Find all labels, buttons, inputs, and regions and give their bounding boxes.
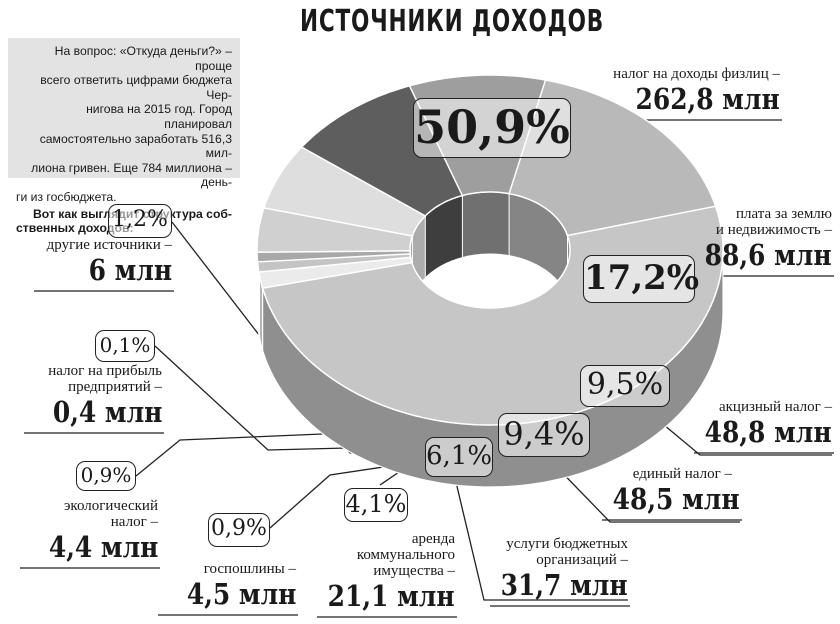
intro-line: На вопрос: «Откуда деньги?» – проще xyxy=(54,44,232,73)
slice-label: другие источники – xyxy=(47,237,172,253)
slice-label-line: госпошлины – xyxy=(203,561,296,577)
slice-label-line: другие источники – xyxy=(46,237,172,253)
slice-value: 21,1 млн xyxy=(328,579,455,613)
slice-label: налог на прибыль предприятий – xyxy=(48,363,162,395)
slice-label-line: услуги бюджетных xyxy=(506,536,628,552)
slice-label: акцизный налог – xyxy=(719,399,832,415)
slice-label: плата за землю и недвижимость – xyxy=(716,206,832,238)
slice-value: 0,4 млн xyxy=(52,395,162,429)
slice-value: 4,5 млн xyxy=(186,577,296,611)
slice-label-line: единый налог – xyxy=(632,466,732,482)
slice-label-line: предприятий – xyxy=(68,379,162,395)
slice-label: единый налог – xyxy=(633,466,732,482)
slice-value: 6 млн xyxy=(88,253,172,287)
percent-badge: 17,2% xyxy=(583,255,699,303)
slice-label-line: плата за землю xyxy=(735,206,832,222)
intro-line: самостоятельно заработать 516,3 мил- xyxy=(39,131,232,161)
slice-label-line: организаций – xyxy=(536,552,628,568)
percent-badge: 4,1% xyxy=(344,488,408,522)
percent-badge: 6,1% xyxy=(425,437,493,477)
slice-label-line: экологический xyxy=(63,498,158,514)
slice-label-line: аренда xyxy=(411,531,455,547)
chart-title: ИСТОЧНИКИ ДОХОДОВ xyxy=(300,4,605,39)
percent-badge: 9,5% xyxy=(580,365,670,407)
slice-label: аренда коммунального имущества – xyxy=(357,531,455,579)
intro-line: ги из госбюджета. xyxy=(16,189,117,204)
intro-line: нигова на 2015 год. Город планировал xyxy=(86,102,232,131)
percent-badge: 0,9% xyxy=(208,513,270,547)
slice-label-line: налог на прибыль xyxy=(48,363,162,379)
slice-label: экологический налог – xyxy=(64,498,158,530)
slice-label-line: и недвижимость – xyxy=(715,222,832,238)
slice-value: 48,8 млн xyxy=(705,415,832,449)
percent-badge: 0,1% xyxy=(95,330,155,362)
slice-label: налог на доходы физлиц – xyxy=(613,66,780,82)
intro-bold-line: ственных доходов: xyxy=(16,221,134,236)
slice-top-face xyxy=(258,256,413,289)
slice-label-line: акцизный налог – xyxy=(718,399,832,415)
slice-value: 31,7 млн xyxy=(501,568,628,602)
percent-badge: 1,2% xyxy=(108,204,172,238)
slice-label-line: налог – xyxy=(110,514,158,530)
slice-label-line: имущества – xyxy=(373,563,455,579)
slice-label-line: налог на доходы физлиц – xyxy=(613,66,780,82)
slice-label: услуги бюджетных организаций – xyxy=(506,536,628,568)
percent-badge: 50,9% xyxy=(413,98,571,158)
slice-inner-wall xyxy=(460,191,510,259)
slice-value: 88,6 млн xyxy=(705,238,832,272)
leader-line xyxy=(454,477,628,601)
slice-value: 48,5 млн xyxy=(613,482,740,516)
slice-value: 262,8 млн xyxy=(635,82,780,116)
intro-line: лиона гривен. Еще 784 миллиона – день- xyxy=(31,160,232,190)
slice-value: 4,4 млн xyxy=(48,530,158,564)
slice-label-line: коммунального xyxy=(356,547,455,563)
slice-label: госпошлины – xyxy=(204,561,296,577)
percent-badge: 9,4% xyxy=(498,413,590,457)
percent-badge: 0,9% xyxy=(76,461,136,491)
intro-line: всего ответить цифрами бюджета Чер- xyxy=(40,73,232,102)
